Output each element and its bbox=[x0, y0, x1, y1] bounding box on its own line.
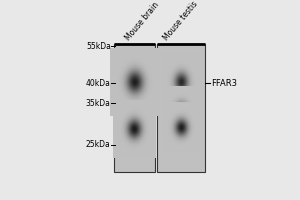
Text: Mouse testis: Mouse testis bbox=[162, 0, 200, 42]
Text: Mouse brain: Mouse brain bbox=[124, 1, 161, 42]
Text: 35kDa: 35kDa bbox=[86, 99, 111, 108]
Text: 55kDa: 55kDa bbox=[86, 42, 111, 51]
Text: 40kDa: 40kDa bbox=[86, 79, 111, 88]
Text: 25kDa: 25kDa bbox=[86, 140, 111, 149]
Bar bbox=[157, 44, 205, 172]
Bar bbox=[114, 44, 155, 172]
Text: FFAR3: FFAR3 bbox=[211, 79, 237, 88]
